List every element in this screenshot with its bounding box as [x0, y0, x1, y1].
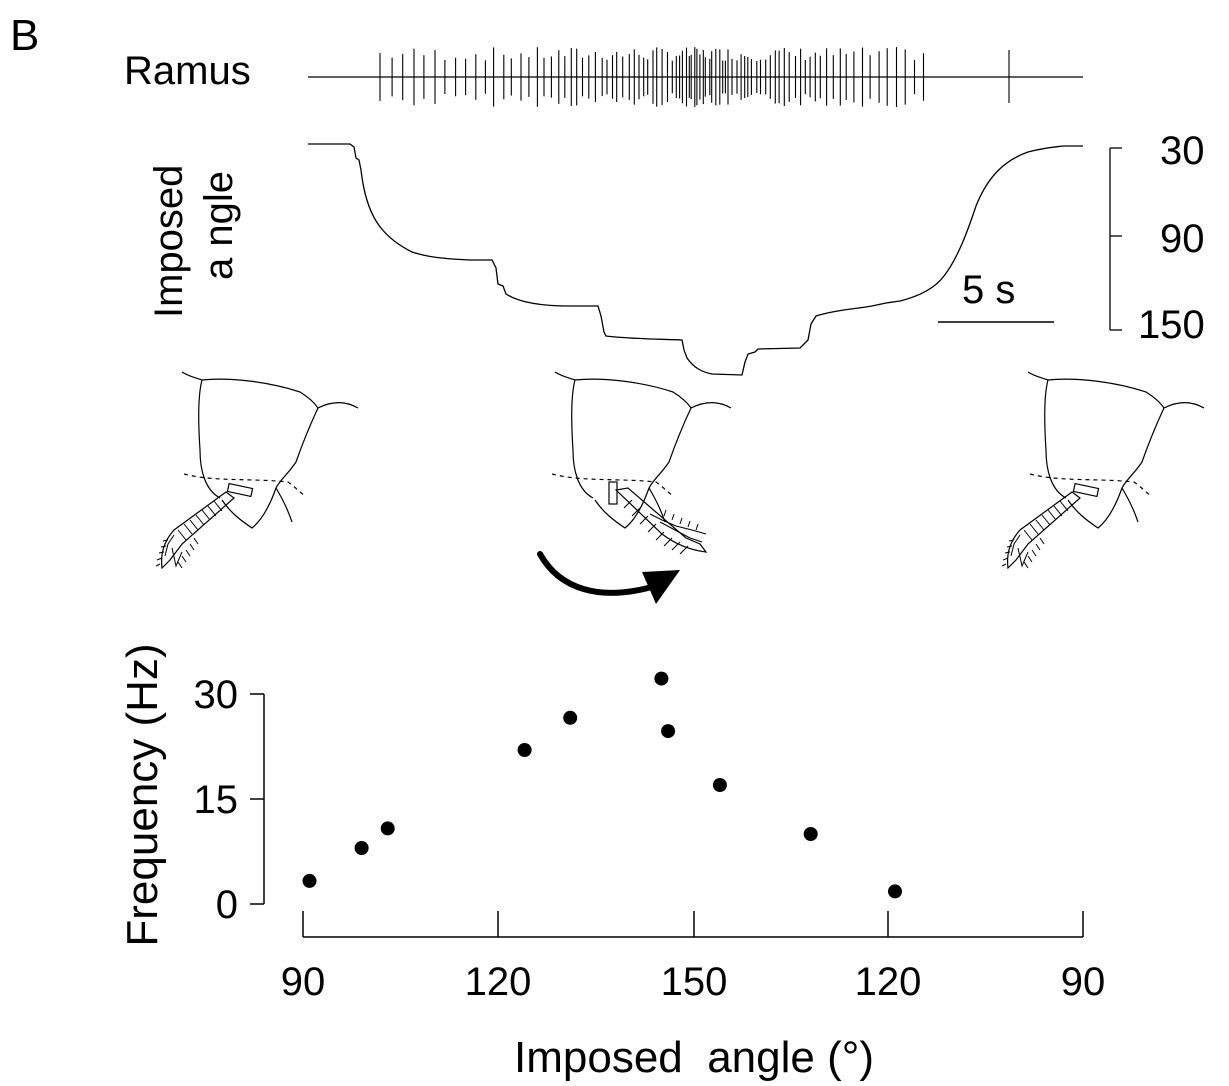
data-point [380, 821, 395, 836]
x-tick-label: 120 [465, 960, 532, 1004]
y-tick-label: 0 [216, 883, 238, 927]
x-tick-label: 90 [281, 960, 326, 1004]
data-point [712, 778, 727, 792]
leg-drawing-flexed [551, 371, 732, 555]
data-point [888, 884, 902, 899]
data-point [517, 743, 532, 757]
y-tick-label: 15 [194, 778, 239, 822]
y-ticks: 0 15 30 [194, 673, 264, 927]
angle-trace-label-line1: Imposed [147, 165, 191, 318]
data-point [803, 827, 818, 841]
time-scale-label: 5 s [962, 268, 1015, 312]
angle-scale-label-90: 90 [1160, 217, 1205, 261]
ramus-label: Ramus [124, 49, 251, 93]
movement-arrow [537, 551, 651, 596]
angle-trace [308, 143, 1083, 376]
data-point [354, 841, 369, 855]
x-axis-title: Imposed angle (°) [514, 1033, 874, 1082]
angle-trace-label-line2: a ngle [197, 171, 241, 280]
y-axis-title: Frequency (Hz) [118, 643, 167, 946]
data-point [654, 671, 669, 686]
y-tick-label: 30 [194, 673, 239, 717]
data-point [661, 724, 676, 739]
leg-drawing-extended-left [155, 371, 359, 569]
x-tick-label: 150 [661, 960, 728, 1004]
panel-label: B [10, 11, 39, 60]
data-point [302, 873, 317, 888]
x-ticks: 90 120 150 120 90 [281, 911, 1106, 1004]
arrow-head-icon [642, 570, 680, 604]
ramus-spikes [379, 47, 1010, 107]
angle-scale-label-30: 30 [1160, 129, 1205, 173]
x-tick-label: 120 [855, 960, 922, 1004]
x-tick-label: 90 [1061, 960, 1106, 1004]
data-points [302, 671, 902, 899]
angle-scale-label-150: 150 [1138, 303, 1205, 347]
data-point [563, 710, 578, 725]
leg-drawing-extended-right [1001, 371, 1205, 569]
